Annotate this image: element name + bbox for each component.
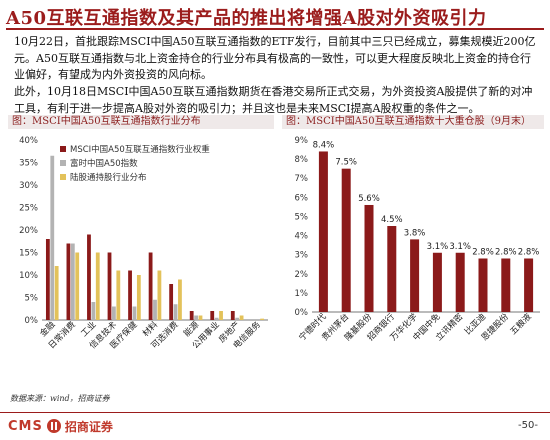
legend-swatch — [60, 146, 66, 152]
bar-ftse-a50 — [70, 243, 75, 320]
y-tick-label: 5% — [295, 212, 309, 222]
data-label: 5.6% — [358, 194, 380, 204]
title-rule — [6, 28, 544, 30]
page-title: A50互联互通指数及其产品的推出将增强A股对外资吸引力 — [6, 8, 487, 29]
data-label: 8.4% — [313, 140, 335, 150]
logo-text-cms: CMS — [8, 418, 43, 434]
y-tick-label: 10% — [19, 271, 38, 281]
y-tick-label: 8% — [295, 155, 309, 165]
y-tick-label: 9% — [295, 136, 309, 146]
bar-msci-a50 — [66, 243, 71, 320]
bar-msci-a50 — [169, 284, 174, 320]
y-tick-label: 25% — [19, 204, 38, 214]
top-holdings-chart: 0%1%2%3%4%5%6%7%8%9% 8.4%宁德时代7.5%贵州茅台5.6%… — [295, 136, 540, 343]
bar-holding — [341, 168, 351, 312]
bar-msci-a50 — [107, 252, 112, 320]
bar-ftse-a50 — [132, 306, 137, 320]
bar-ftse-a50 — [91, 302, 96, 320]
cms-logo: CMS 招商证券 — [8, 417, 113, 435]
bar-ftse-a50 — [235, 317, 240, 320]
y-tick-label: 7% — [295, 174, 309, 184]
x-tick-label: 五粮液 — [508, 311, 534, 337]
bar-ftse-a50 — [50, 155, 55, 320]
footer-rule — [0, 412, 550, 413]
data-label: 2.8% — [495, 247, 517, 257]
bar-holding — [432, 252, 442, 312]
bar-northbound — [75, 252, 80, 320]
bar-ftse-a50 — [194, 315, 198, 320]
bar-ftse-a50 — [214, 317, 219, 320]
legend-swatch — [60, 174, 66, 180]
bar-msci-a50 — [148, 252, 153, 320]
bar-northbound — [95, 252, 100, 320]
bar-msci-a50 — [230, 311, 235, 320]
legend-label: 富时中国A50指数 — [70, 158, 138, 169]
bar-holding — [524, 258, 534, 312]
bar-northbound — [198, 315, 203, 320]
bar-msci-a50 — [45, 239, 50, 320]
data-label: 3.1% — [449, 242, 471, 252]
bar-holding — [364, 204, 374, 312]
data-label: 2.8% — [518, 247, 540, 257]
bar-msci-a50 — [87, 234, 91, 320]
bar-msci-a50 — [189, 311, 194, 320]
y-tick-label: 20% — [19, 226, 38, 236]
paragraph-2: 此外，10月18日MSCI中国A50互联互通指数期货在香港交易所正式交易，为外资… — [14, 85, 533, 115]
y-tick-label: 2% — [295, 270, 309, 280]
bar-northbound — [157, 270, 162, 320]
legend-label: 陆股通持股行业分布 — [70, 172, 147, 183]
y-tick-label: 15% — [19, 249, 38, 259]
y-tick-label: 5% — [25, 294, 39, 304]
bar-northbound — [116, 270, 121, 320]
bar-ftse-a50 — [112, 306, 116, 320]
bar-msci-a50 — [128, 270, 132, 320]
y-tick-label: 1% — [295, 289, 309, 299]
bar-holding — [501, 258, 511, 312]
data-label: 4.5% — [381, 215, 403, 225]
left-chart-caption: 图：MSCI中国A50互联互通指数行业分布 — [8, 115, 274, 129]
data-label: 2.8% — [472, 247, 494, 257]
logo-text-cn: 招商证券 — [64, 419, 113, 434]
y-tick-label: 40% — [19, 136, 38, 146]
data-label: 7.5% — [335, 158, 357, 168]
bar-holding — [318, 151, 328, 312]
bar-ftse-a50 — [173, 304, 178, 320]
y-tick-label: 3% — [295, 251, 309, 261]
y-tick-label: 35% — [19, 159, 38, 169]
bar-ftse-a50 — [153, 299, 157, 320]
bar-holding — [410, 239, 420, 312]
legend-swatch — [60, 160, 66, 166]
paragraph-1: 10月22日，首批跟踪MSCI中国A50互联互通指数的ETF发行，目前其中三只已… — [14, 35, 536, 81]
bar-northbound — [178, 279, 182, 320]
y-tick-label: 0% — [295, 308, 309, 318]
cms-logo-icon — [46, 419, 61, 433]
bar-holding — [387, 226, 397, 312]
y-tick-label: 4% — [295, 232, 309, 242]
y-tick-label: 30% — [19, 181, 38, 191]
page-number: -50- — [518, 420, 538, 431]
bar-northbound — [260, 318, 265, 320]
y-tick-label: 0% — [25, 316, 39, 326]
data-source: 数据来源：wind，招商证券 — [10, 394, 110, 403]
bar-northbound — [136, 275, 141, 320]
data-label: 3.8% — [404, 228, 426, 238]
bar-msci-a50 — [210, 311, 215, 320]
legend-label: MSCI中国A50互联互通指数行业权重 — [70, 144, 210, 155]
y-tick-label: 6% — [295, 193, 309, 203]
data-label: 3.1% — [427, 242, 449, 252]
right-chart-caption: 图：MSCI中国A50互联互通指数十大重仓股（9月末） — [282, 115, 544, 129]
bar-northbound — [239, 315, 244, 320]
bar-holding — [478, 258, 488, 312]
bar-holding — [455, 252, 465, 312]
bar-northbound — [219, 311, 223, 320]
bar-northbound — [54, 266, 59, 320]
